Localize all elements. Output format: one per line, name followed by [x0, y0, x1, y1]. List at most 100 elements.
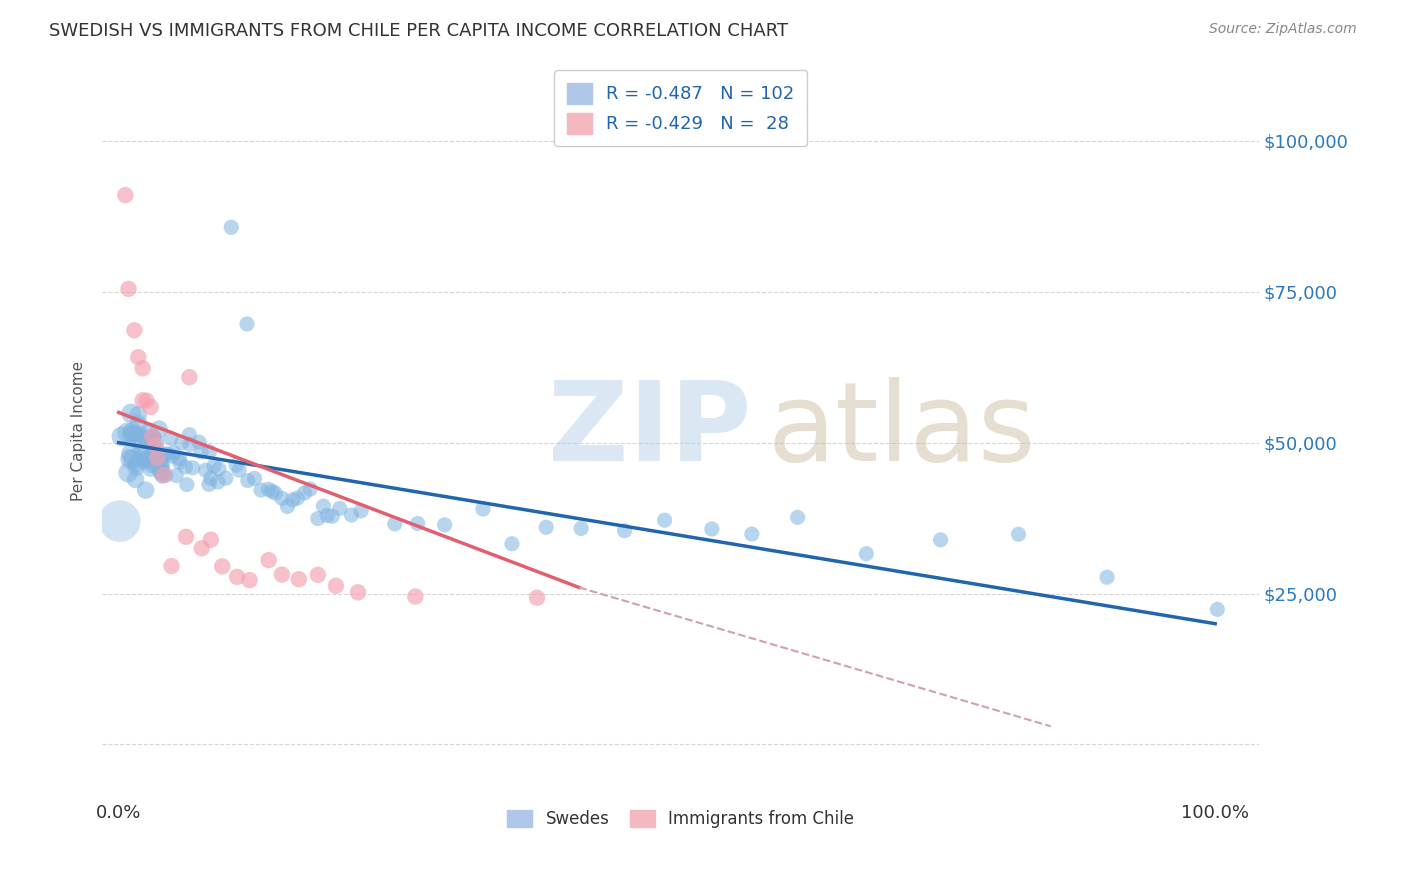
Point: [155, 468, 177, 483]
Text: ZIP: ZIP: [547, 377, 751, 484]
Point: [108, 514, 131, 528]
Point: [153, 467, 176, 482]
Point: [312, 499, 335, 513]
Point: [316, 508, 339, 523]
Point: [188, 435, 211, 450]
Point: [472, 502, 495, 516]
Point: [160, 449, 183, 463]
Y-axis label: Per Capita Income: Per Capita Income: [72, 360, 86, 500]
Point: [121, 425, 143, 439]
Point: [169, 455, 191, 469]
Point: [134, 453, 156, 467]
Point: [169, 451, 191, 466]
Point: [179, 427, 201, 442]
Point: [194, 463, 217, 477]
Point: [384, 516, 406, 531]
Point: [211, 559, 233, 574]
Point: [135, 452, 157, 467]
Point: [181, 460, 204, 475]
Point: [526, 591, 548, 605]
Point: [124, 473, 146, 487]
Point: [225, 458, 247, 472]
Point: [202, 459, 225, 474]
Point: [124, 426, 146, 441]
Point: [141, 458, 163, 472]
Point: [257, 553, 280, 567]
Point: [145, 443, 167, 458]
Point: [121, 452, 143, 467]
Point: [120, 447, 142, 461]
Point: [276, 500, 298, 514]
Point: [534, 520, 557, 534]
Point: [190, 541, 212, 556]
Point: [350, 504, 373, 518]
Point: [307, 511, 329, 525]
Point: [127, 408, 149, 422]
Point: [299, 482, 322, 496]
Point: [654, 513, 676, 527]
Point: [131, 361, 153, 376]
Point: [139, 400, 162, 414]
Point: [159, 431, 181, 445]
Point: [143, 450, 166, 464]
Point: [321, 509, 343, 524]
Point: [1095, 570, 1118, 584]
Point: [236, 317, 259, 331]
Point: [347, 585, 370, 599]
Point: [613, 524, 636, 538]
Point: [160, 559, 183, 574]
Text: atlas: atlas: [768, 377, 1036, 484]
Point: [148, 422, 170, 436]
Point: [340, 508, 363, 522]
Point: [271, 491, 294, 506]
Point: [114, 188, 136, 202]
Point: [156, 447, 179, 461]
Point: [200, 471, 222, 485]
Point: [228, 463, 250, 477]
Point: [271, 567, 294, 582]
Point: [139, 461, 162, 475]
Point: [150, 465, 173, 479]
Point: [129, 429, 152, 443]
Point: [124, 323, 146, 337]
Point: [190, 445, 212, 459]
Point: [146, 451, 169, 466]
Point: [117, 466, 139, 480]
Point: [141, 432, 163, 446]
Point: [136, 432, 159, 446]
Point: [121, 427, 143, 442]
Point: [162, 446, 184, 460]
Point: [135, 393, 157, 408]
Point: [262, 484, 284, 499]
Point: [239, 573, 262, 587]
Point: [1206, 602, 1229, 616]
Point: [150, 465, 173, 479]
Point: [287, 491, 309, 505]
Point: [135, 483, 157, 497]
Point: [139, 450, 162, 465]
Point: [141, 429, 163, 443]
Point: [226, 570, 249, 584]
Point: [127, 434, 149, 448]
Point: [120, 451, 142, 466]
Point: [127, 351, 149, 365]
Point: [294, 486, 316, 500]
Point: [257, 483, 280, 497]
Point: [152, 458, 174, 473]
Point: [250, 483, 273, 497]
Point: [219, 220, 242, 235]
Point: [929, 533, 952, 547]
Point: [128, 417, 150, 431]
Point: [179, 437, 201, 451]
Point: [125, 457, 148, 471]
Point: [215, 471, 238, 485]
Point: [145, 439, 167, 453]
Point: [146, 458, 169, 473]
Point: [433, 517, 456, 532]
Point: [281, 492, 304, 507]
Text: Source: ZipAtlas.com: Source: ZipAtlas.com: [1209, 22, 1357, 37]
Point: [153, 447, 176, 461]
Point: [138, 424, 160, 438]
Point: [208, 462, 231, 476]
Point: [142, 430, 165, 444]
